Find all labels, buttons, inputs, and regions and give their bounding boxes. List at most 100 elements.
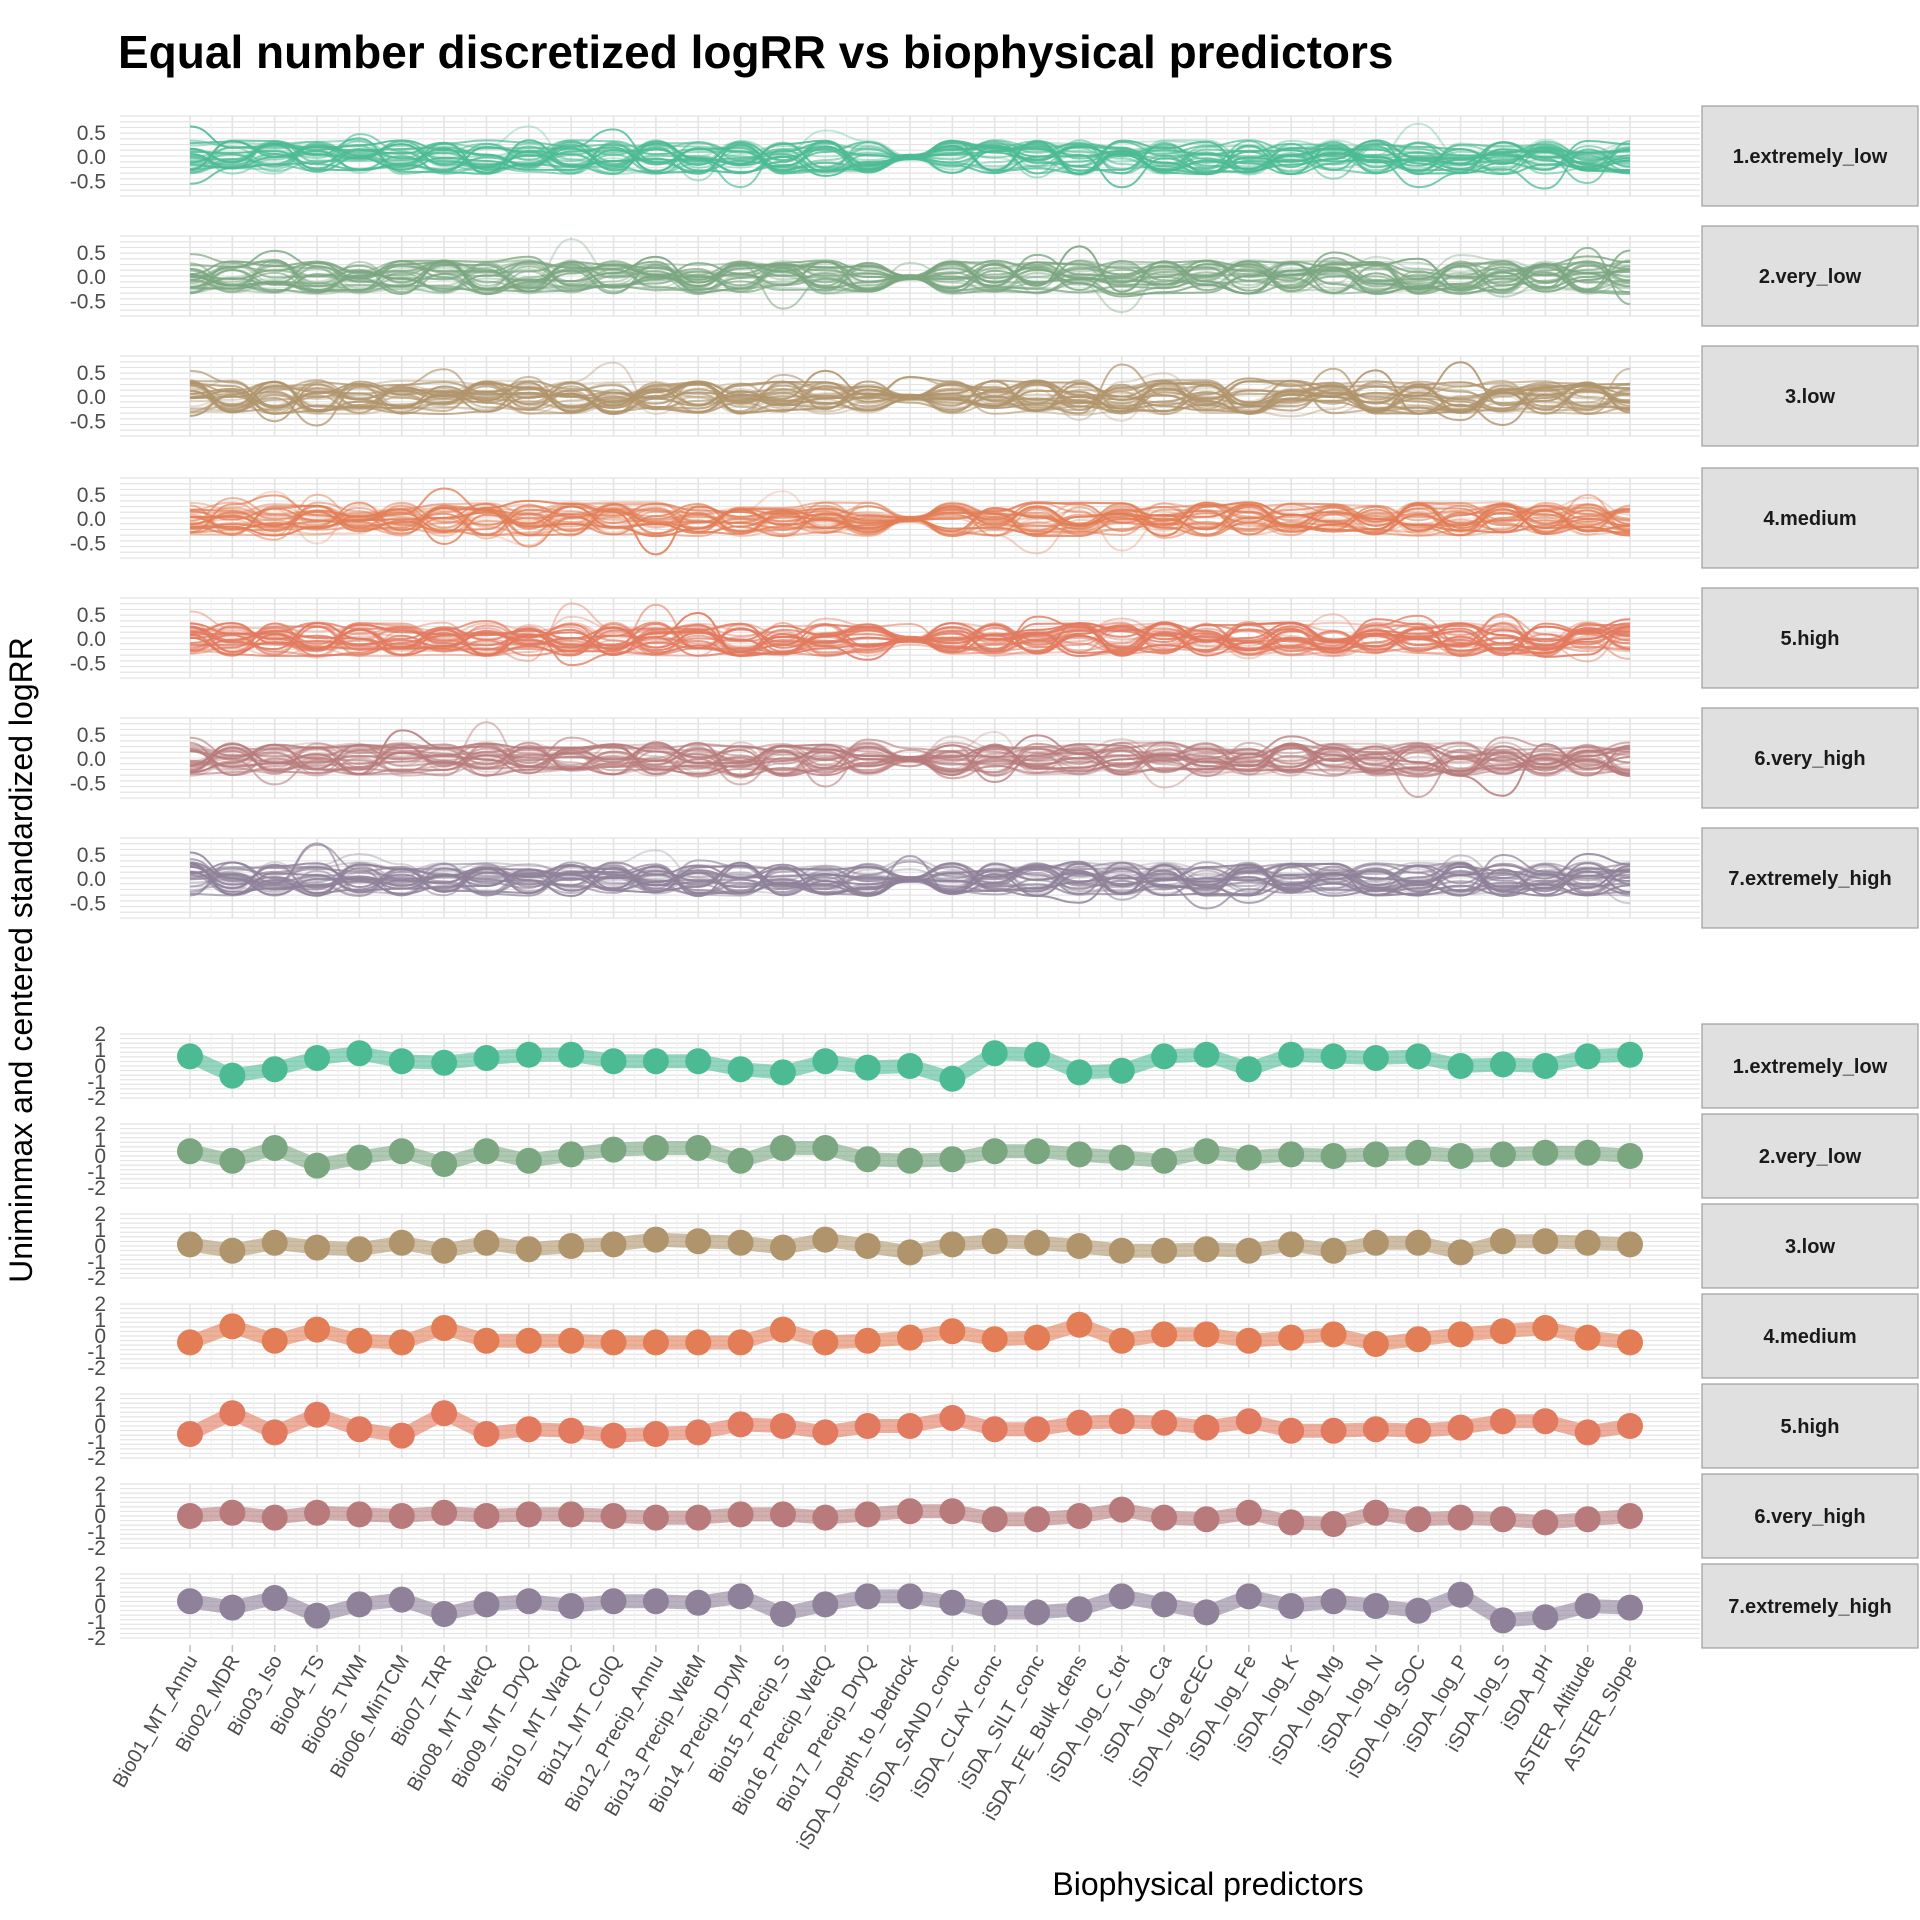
data-point bbox=[1362, 1045, 1389, 1071]
data-point bbox=[727, 1229, 754, 1256]
data-point bbox=[346, 1144, 373, 1171]
data-point bbox=[177, 1329, 203, 1356]
data-point bbox=[304, 1152, 331, 1179]
data-point bbox=[769, 1501, 796, 1528]
data-point bbox=[388, 1229, 415, 1256]
data-point bbox=[261, 1504, 288, 1531]
data-point bbox=[1024, 1506, 1051, 1533]
y-tick-label: -2 bbox=[87, 1537, 106, 1560]
data-point bbox=[939, 1146, 966, 1173]
data-point bbox=[473, 1421, 500, 1447]
data-point bbox=[1532, 1228, 1559, 1255]
data-point bbox=[1024, 1599, 1051, 1626]
data-point bbox=[1617, 1231, 1643, 1258]
data-point bbox=[1278, 1324, 1305, 1351]
logrr-line bbox=[189, 501, 1631, 537]
data-point bbox=[1108, 1408, 1135, 1435]
data-point bbox=[812, 1226, 839, 1253]
logrr-line bbox=[189, 493, 1631, 540]
data-point bbox=[515, 1236, 542, 1263]
data-point bbox=[1447, 1321, 1474, 1348]
data-point bbox=[1574, 1506, 1601, 1533]
data-point bbox=[1235, 1237, 1262, 1264]
data-point bbox=[1108, 1583, 1135, 1610]
data-point bbox=[1405, 1139, 1432, 1166]
y-tick-label: -1 bbox=[87, 1161, 106, 1184]
data-point bbox=[1108, 1144, 1135, 1171]
data-point bbox=[1235, 1499, 1262, 1526]
y-tick-label: 0.0 bbox=[77, 748, 106, 771]
facet-panels: 0.50.0-0.51.extremely_low0.50.0-0.52.ver… bbox=[70, 105, 1919, 1650]
y-tick-label: 1 bbox=[94, 1039, 106, 1062]
y-tick-label: -1 bbox=[87, 1611, 106, 1634]
data-point bbox=[1617, 1041, 1643, 1068]
data-point bbox=[219, 1400, 246, 1427]
data-point bbox=[515, 1416, 542, 1443]
data-point bbox=[685, 1048, 712, 1075]
data-point bbox=[515, 1327, 542, 1354]
y-tick-label: 0 bbox=[94, 1145, 106, 1168]
data-point bbox=[388, 1586, 415, 1613]
data-point bbox=[1447, 1143, 1474, 1169]
facet-strip bbox=[1701, 707, 1919, 809]
top-panel-7: 0.50.0-0.5 7.extremely_high bbox=[70, 827, 1919, 929]
data-point bbox=[1024, 1041, 1051, 1068]
y-tick-label: 1 bbox=[94, 1489, 106, 1512]
data-point bbox=[1489, 1228, 1516, 1255]
data-point bbox=[897, 1147, 923, 1174]
data-point bbox=[1193, 1041, 1220, 1068]
logrr-line bbox=[189, 503, 1631, 537]
data-point bbox=[939, 1405, 966, 1431]
logrr-line bbox=[189, 369, 1631, 417]
data-point bbox=[431, 1499, 458, 1526]
y-tick-label: -0.5 bbox=[70, 170, 106, 193]
data-point bbox=[304, 1602, 331, 1629]
data-point bbox=[177, 1421, 203, 1447]
data-point bbox=[1362, 1229, 1389, 1256]
facet-strip-label: 7.extremely_high bbox=[1728, 1596, 1891, 1618]
data-point bbox=[304, 1316, 331, 1343]
data-point bbox=[1193, 1414, 1220, 1441]
data-point bbox=[727, 1583, 754, 1610]
data-point bbox=[1066, 1233, 1093, 1259]
data-point bbox=[388, 1329, 415, 1356]
y-tick-label: 0.0 bbox=[77, 146, 106, 169]
data-point bbox=[1574, 1229, 1601, 1256]
y-tick-label: -2 bbox=[87, 1267, 106, 1290]
data-point bbox=[261, 1419, 288, 1446]
data-point bbox=[1066, 1059, 1093, 1086]
data-point bbox=[981, 1506, 1008, 1533]
data-point bbox=[1532, 1509, 1559, 1536]
data-point bbox=[558, 1327, 585, 1354]
data-point bbox=[939, 1498, 966, 1525]
data-point bbox=[1278, 1231, 1305, 1258]
data-point bbox=[981, 1040, 1008, 1067]
data-point bbox=[1193, 1138, 1220, 1165]
data-point bbox=[1362, 1499, 1389, 1526]
data-point bbox=[261, 1056, 288, 1083]
data-point bbox=[388, 1422, 415, 1449]
data-point bbox=[769, 1234, 796, 1261]
data-point bbox=[1066, 1311, 1093, 1338]
logrr-line bbox=[189, 618, 1631, 657]
facet-strip bbox=[1701, 827, 1919, 929]
summary-panel-6: 210-1-2 6.very_high bbox=[87, 1473, 1919, 1560]
data-point bbox=[1235, 1327, 1262, 1354]
data-point bbox=[1278, 1141, 1305, 1168]
data-point bbox=[346, 1591, 373, 1618]
data-point bbox=[1574, 1419, 1601, 1446]
data-point bbox=[1066, 1596, 1093, 1623]
y-tick-label: 2 bbox=[94, 1383, 106, 1406]
data-point bbox=[473, 1138, 500, 1165]
data-point bbox=[1320, 1143, 1347, 1169]
logrr-line bbox=[189, 381, 1631, 418]
data-point bbox=[1193, 1236, 1220, 1263]
logrr-line bbox=[189, 613, 1631, 660]
data-point bbox=[431, 1315, 458, 1341]
y-tick-label: 0.0 bbox=[77, 868, 106, 891]
y-tick-label: 1 bbox=[94, 1579, 106, 1602]
data-point bbox=[1532, 1315, 1559, 1341]
data-point bbox=[431, 1601, 458, 1627]
data-point bbox=[177, 1503, 203, 1529]
data-point bbox=[981, 1599, 1008, 1626]
